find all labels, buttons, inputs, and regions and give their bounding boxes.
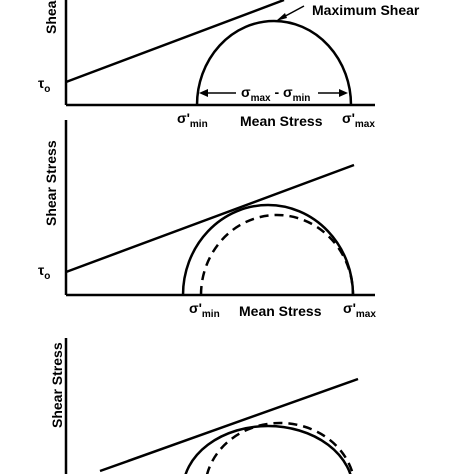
panel-1-y-axis-label: Shear [43,0,59,34]
panel-1-mohr-circle [195,19,353,106]
panel-1-annotation-arrowhead [276,13,287,21]
panel-2-failure-envelope [65,163,355,274]
panel-3-mohr-circle-solid [184,424,352,474]
panel-1-annotation: Maximum Shear [312,2,420,18]
panel-1-sigma-max-label: σ'max [342,110,375,130]
panel-1-range-arrowhead-right [339,89,348,97]
panel-3: Shear Stress [49,338,359,474]
panel-2-intercept-label: τo [38,262,50,282]
panel-2-y-axis-label: Shear Stress [43,140,59,226]
panel-1-x-axis-label: Mean Stress [240,113,323,129]
panel-1-range-arrowhead-left [199,89,208,97]
panel-1-range-label: σmax - σmin [241,84,310,104]
panel-3-y-axis-label: Shear Stress [49,342,65,428]
panel-3-mohr-circle-dashed [205,421,355,474]
panel-1-sigma-min-label: σ'min [177,110,208,130]
panel-1: Shear τo Maximum Shear σmax - σmin σ'min… [38,0,420,130]
panel-2: Shear Stress τo σ'min Mean Stress σ'max [38,120,376,320]
panel-1-intercept-label: τo [38,75,50,95]
panel-2-x-axis-label: Mean Stress [239,303,322,319]
panel-2-mohr-circle-dashed [199,213,355,296]
panel-2-sigma-max-label: σ'max [343,300,376,320]
panel-1-failure-envelope [65,0,285,84]
panel-2-sigma-min-label: σ'min [189,300,220,320]
panel-3-failure-envelope [99,377,359,473]
